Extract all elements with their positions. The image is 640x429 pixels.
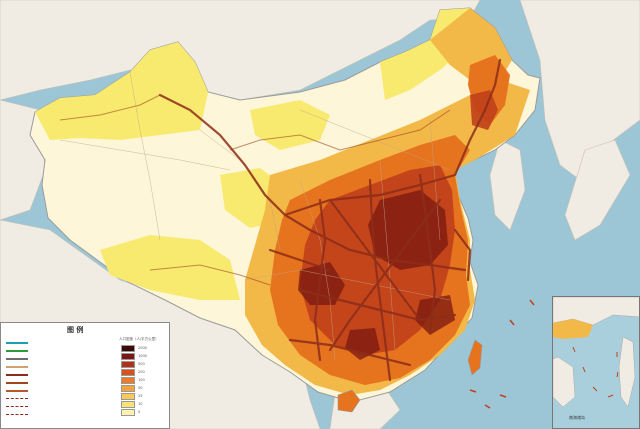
density-band: 50	[121, 385, 165, 393]
density-band: 5	[121, 409, 165, 417]
density-swatch	[121, 361, 135, 368]
extreme-density-regions	[298, 190, 455, 360]
density-value: 500	[138, 362, 145, 366]
density-scale-title: 人口密度（人/平方公里）	[119, 337, 159, 341]
legend-line-item	[6, 347, 32, 354]
legend-line-item	[6, 403, 32, 410]
legend-line-item	[6, 395, 32, 402]
density-swatch	[121, 353, 135, 360]
map-legend: 图 例 人口密度（人/平方公里） 2000 100	[0, 322, 170, 429]
inset-label: 南海诸岛	[569, 415, 585, 420]
south-china-sea-inset: 南海诸岛	[552, 296, 640, 429]
legend-line-swatch	[6, 365, 28, 368]
legend-line-swatch	[6, 389, 28, 392]
transport-corridors-minor	[59, 94, 451, 286]
density-band: 1000	[121, 353, 165, 361]
density-swatch	[121, 385, 135, 392]
legend-title: 图 例	[67, 326, 84, 334]
legend-line-swatch	[6, 414, 28, 415]
density-value: 50	[138, 386, 143, 390]
density-scale: 2000 1000 500 200 100 50 25 10 5	[121, 345, 165, 417]
legend-line-swatch	[6, 398, 28, 399]
legend-line-swatch	[6, 381, 28, 384]
legend-line-item	[6, 387, 32, 394]
inset-vietnam	[553, 356, 576, 408]
inset-map	[553, 297, 639, 408]
density-value: 10	[138, 402, 143, 406]
density-swatch	[121, 345, 135, 352]
density-swatch	[121, 393, 135, 400]
density-swatch	[121, 377, 135, 384]
density-swatch	[121, 369, 135, 376]
density-band: 25	[121, 393, 165, 401]
density-value: 2000	[138, 346, 147, 350]
legend-line-swatch	[6, 406, 28, 407]
legend-line-item	[6, 355, 32, 362]
inset-mainland	[553, 319, 593, 339]
legend-line-swatch	[6, 357, 28, 360]
density-value: 25	[138, 394, 143, 398]
density-band: 2000	[121, 345, 165, 353]
hainan	[337, 389, 361, 413]
legend-line-swatch	[6, 341, 28, 344]
inset-philippines	[618, 336, 636, 408]
legend-line-item	[6, 363, 32, 370]
density-band: 500	[121, 361, 165, 369]
legend-line-item	[6, 339, 32, 346]
density-value: 1000	[138, 354, 147, 358]
density-value: 100	[138, 378, 145, 382]
legend-line-item	[6, 411, 32, 418]
density-swatch	[121, 409, 135, 416]
taiwan	[467, 339, 483, 376]
legend-line-swatch	[6, 373, 28, 376]
density-value: 5	[138, 410, 141, 414]
density-swatch	[121, 401, 135, 408]
legend-line-item	[6, 371, 32, 378]
density-band: 200	[121, 369, 165, 377]
island-dash-marks	[469, 299, 535, 409]
density-band: 10	[121, 401, 165, 409]
density-band: 100	[121, 377, 165, 385]
inset-dash-line	[572, 346, 619, 398]
transport-corridors	[158, 58, 502, 382]
legend-line-item	[6, 379, 32, 386]
legend-line-swatch	[6, 349, 28, 352]
density-value: 200	[138, 370, 145, 374]
